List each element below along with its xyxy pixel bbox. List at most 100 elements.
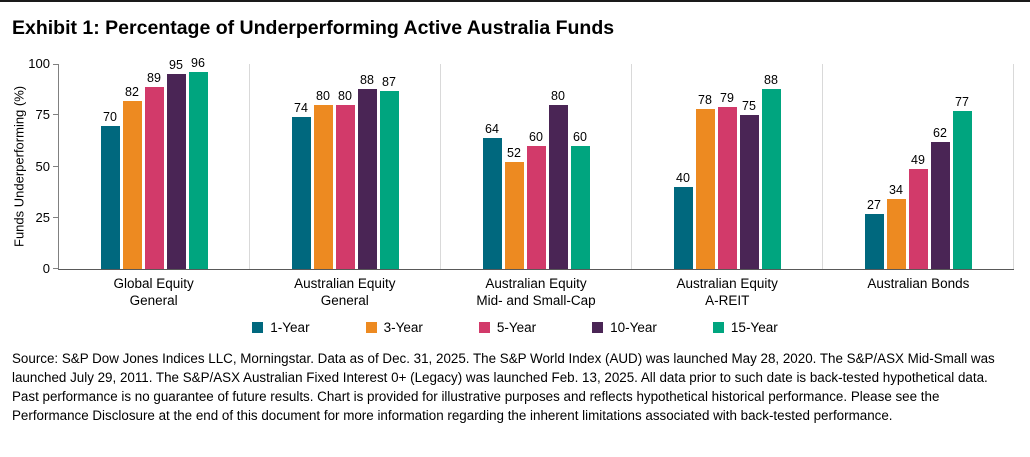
bar-value-label: 62 [933,125,947,140]
bar-value-label: 88 [360,72,374,87]
category-label: Australian Equity General [294,276,396,308]
y-tick-mark [53,268,59,269]
bar-column: 80 [548,64,568,269]
chart-title: Exhibit 1: Percentage of Underperforming… [12,17,615,39]
bar-value-label: 27 [867,197,881,212]
bar-value-label: 79 [720,91,734,106]
bar-column: 82 [122,64,142,269]
bar-3-year [886,199,906,269]
bar-15-year [761,88,781,269]
bar-3-year [122,100,142,269]
bar-column: 70 [100,64,120,269]
bar-value-label: 34 [889,183,903,198]
bar-column: 40 [673,64,693,269]
legend-label: 5-Year [496,320,537,335]
bar-column: 79 [717,64,737,269]
legend-label: 1-Year [270,320,310,335]
legend-label: 10-Year [610,320,657,335]
bar-value-label: 82 [125,84,139,99]
bar-group: 70 82 89 95 96 [59,56,250,269]
bar-column: 52 [504,64,524,269]
bar-10-year [930,141,950,269]
bar-value-label: 60 [573,130,587,144]
bar-value-label: 52 [507,146,521,161]
bar-5-year [335,105,355,269]
bar-5-year [144,86,164,269]
bar-5-year [908,168,928,269]
category-label: Global Equity General [113,276,194,308]
bar-column: 75 [739,64,759,269]
bar-3-year [313,105,333,269]
bar-10-year [166,74,186,269]
bar-1-year [482,137,502,269]
plot-area: 70 82 89 95 96 74 80 80 88 87 64 52 60 80 60 40 78 79 75 88… [53,56,1014,270]
legend-swatch [365,322,377,333]
category-label: Australian Bonds [867,276,970,291]
bar-column: 49 [908,64,928,269]
bar-column: 87 [379,64,399,269]
bar-value-label: 95 [169,58,183,73]
category-label: Australian Equity Mid- and Small-Cap [476,276,596,308]
bar-column: 89 [144,64,164,269]
bar-value-label: 78 [698,93,712,108]
bar-1-year [100,125,120,269]
bar-1-year [291,117,311,269]
y-tick-mark [53,216,59,218]
bar-column: 88 [357,64,377,269]
bar-value-label: 75 [742,99,756,114]
bar-column: 62 [930,64,950,269]
legend-item-5-year: 5-Year [478,320,537,335]
bar-group: 40 78 79 75 88 [632,64,823,269]
bar-column: 88 [761,64,781,269]
category-axis: Global Equity General Australian Equity G… [58,275,1014,309]
legend-label: 3-Year [383,320,423,335]
bar-3-year [504,162,524,269]
legend-swatch [712,322,724,333]
bar-group: 74 80 80 88 87 [250,64,441,269]
y-tick-label: 0 [42,261,50,276]
bar-value-label: 64 [485,121,499,136]
bar-column: 60 [570,64,590,269]
source-note: Source: S&P Dow Jones Indices LLC, Morni… [12,351,995,423]
category-label: Australian Equity A-REIT [676,276,778,308]
chart-area: Funds Underperforming (%) 0 25 50 75 100 70 8… [10,56,1014,276]
bar-15-year [188,72,208,269]
y-tick-mark [53,64,59,65]
bar-column: 34 [886,64,906,269]
bar-column: 60 [526,64,546,269]
bar-15-year [952,111,972,269]
bar-value-label: 74 [294,101,308,116]
bar-value-label: 40 [676,171,690,185]
bar-value-label: 77 [955,95,969,110]
y-axis-ticks: 0 25 50 75 100 [28,56,58,276]
bar-value-label: 49 [911,152,925,167]
y-tick-label: 75 [35,107,50,123]
bar-1-year [673,187,693,269]
bar-10-year [357,88,377,269]
y-tick-mark [53,114,59,116]
bar-column: 80 [335,64,355,269]
y-tick-label: 50 [35,158,50,174]
bar-column: 27 [864,64,884,269]
bar-column: 95 [166,58,186,269]
bar-groups: 70 82 89 95 96 74 80 80 88 87 64 52 60 80 60 40 78 79 75 88… [59,56,1014,269]
bar-value-label: 88 [764,72,778,87]
legend: 1-Year 3-Year 5-Year 10-Year 15-Year [0,320,1030,335]
bar-10-year [548,105,568,269]
bar-5-year [526,146,546,269]
legend-swatch [252,322,264,333]
bar-column: 80 [313,64,333,269]
bar-column: 64 [482,64,502,269]
y-tick-label: 25 [35,209,50,225]
bar-column: 77 [952,64,972,269]
bar-value-label: 60 [529,130,543,144]
y-tick-mark [53,165,59,167]
legend-swatch [592,322,604,333]
bar-15-year [570,146,590,269]
bar-value-label: 80 [551,89,565,103]
bar-value-label: 70 [103,109,117,124]
bar-value-label: 89 [147,70,161,85]
bar-group: 64 52 60 80 60 [441,64,632,269]
legend-item-15-year: 15-Year [712,320,778,335]
